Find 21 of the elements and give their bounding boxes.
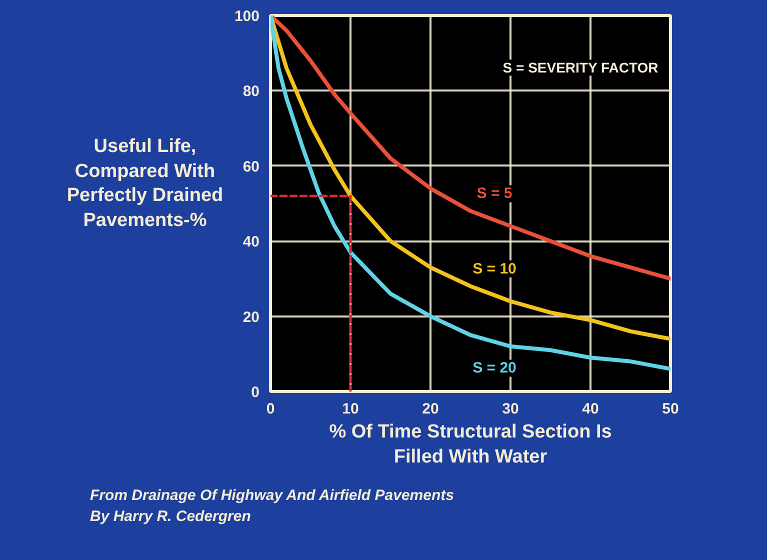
x-tick-label: 50: [662, 400, 679, 418]
y-tick-label: 0: [251, 384, 260, 401]
line-series: [270, 16, 670, 281]
y-axis-title: Useful Life, Compared With Perfectly Drained Pavements-%: [66, 135, 224, 234]
series-label: S = 20: [472, 360, 516, 377]
y-tick-label: 40: [242, 234, 260, 251]
series-label: S = 5: [476, 185, 512, 202]
y-tick-label: 20: [242, 308, 260, 326]
text: By Harry R. Cedergren: [90, 508, 251, 525]
y-tick-label: 60: [242, 158, 260, 176]
text: From Drainage Of Highway And Airfield Pavements: [90, 487, 454, 504]
y-tick-label: 100: [234, 8, 260, 25]
annotation: S = SEVERITY FACTOR: [502, 60, 658, 76]
x-tick-label: 20: [422, 400, 439, 418]
series-label: S = 10: [472, 260, 516, 278]
x-tick-label: 40: [582, 400, 599, 418]
y-tick-label: 80: [242, 83, 260, 100]
x-tick-label: 0: [266, 400, 275, 418]
x-tick-label: 30: [502, 400, 519, 418]
x-tick-label: 10: [342, 400, 359, 418]
x-axis-title: % Of Time Structural Section Is Filled With Water: [329, 422, 612, 468]
